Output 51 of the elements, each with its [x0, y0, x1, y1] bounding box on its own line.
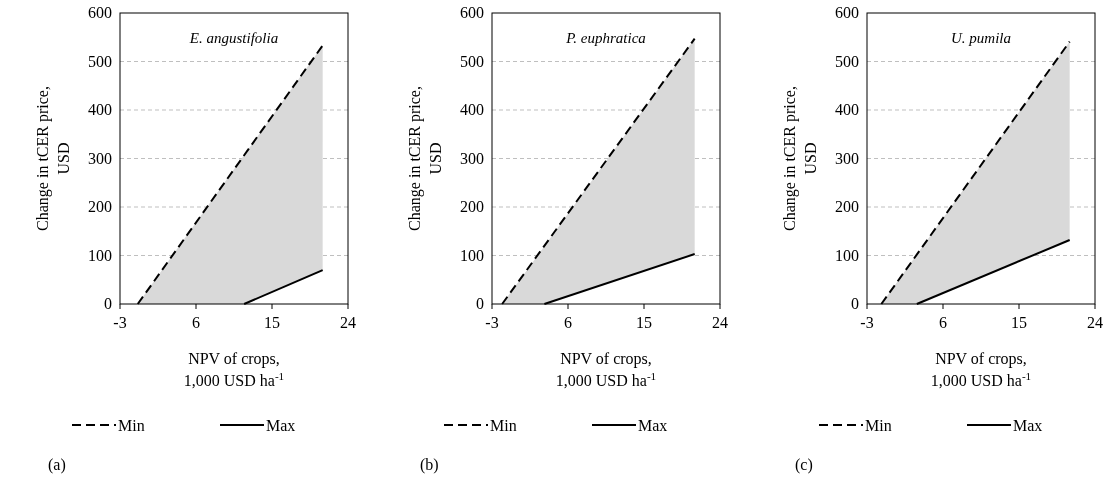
x-tick-label: 6 [192, 314, 200, 331]
legend-label: Max [1013, 417, 1043, 434]
x-tick-label: 24 [1087, 314, 1103, 331]
y-tick-label: 300 [460, 149, 484, 167]
y-tick-label: 500 [835, 52, 859, 70]
text: E. angustifolia [188, 30, 279, 46]
legend-label: Min [490, 417, 517, 434]
x-tick-label: 15 [264, 314, 280, 331]
y-tick-label: 400 [835, 101, 859, 118]
text: (b) [420, 456, 439, 474]
y-tick-label: 200 [460, 198, 484, 215]
legend-label: Max [638, 417, 668, 434]
text: P. euphratica [565, 30, 646, 46]
x-axis-title: NPV of crops, 1,000 USD ha$^{-1}$ [183, 350, 285, 389]
y-tick-label: 500 [460, 52, 484, 70]
x-tick-label: 6 [939, 314, 947, 331]
x-axis-title: NPV of crops, 1,000 USD ha$^{-1}$ [930, 350, 1032, 389]
y-tick-label: 600 [835, 4, 859, 21]
x-tick-label: -3 [485, 314, 499, 331]
x-tick-label: 15 [1011, 314, 1027, 331]
y-tick-label: 200 [835, 198, 859, 215]
text: U. pumila [951, 30, 1011, 46]
y-tick-label: 400 [460, 101, 484, 118]
y-axis-title: Change in tCER price, USD [406, 86, 444, 231]
y-tick-label: 400 [88, 101, 112, 118]
y-tick-label: 100 [88, 246, 112, 264]
x-tick-label: -3 [860, 314, 874, 331]
y-tick-label: 200 [88, 198, 112, 215]
y-tick-label: 600 [460, 4, 484, 21]
text: (c) [795, 456, 813, 474]
y-tick-label: 300 [88, 149, 112, 167]
y-tick-label: 0 [104, 295, 112, 312]
y-tick-label: 0 [476, 295, 484, 312]
legend-label: Max [266, 417, 296, 434]
y-axis-title: Change in tCER price, USD [34, 86, 72, 231]
legend-label: Min [118, 417, 145, 434]
x-tick-label: 24 [340, 314, 356, 331]
text: (a) [48, 456, 66, 474]
x-axis-title: NPV of crops, 1,000 USD ha$^{-1}$ [555, 350, 657, 389]
y-tick-label: 100 [835, 246, 859, 264]
y-tick-label: 600 [88, 4, 112, 21]
x-tick-label: 6 [564, 314, 572, 331]
y-tick-label: 0 [851, 295, 859, 312]
x-tick-label: 24 [712, 314, 728, 331]
y-tick-label: 500 [88, 52, 112, 70]
x-tick-label: 15 [636, 314, 652, 331]
y-tick-label: 300 [835, 149, 859, 167]
legend-label: Min [865, 417, 892, 434]
y-tick-label: 100 [460, 246, 484, 264]
y-axis-title: Change in tCER price, USD [781, 86, 819, 231]
x-tick-label: -3 [113, 314, 127, 331]
